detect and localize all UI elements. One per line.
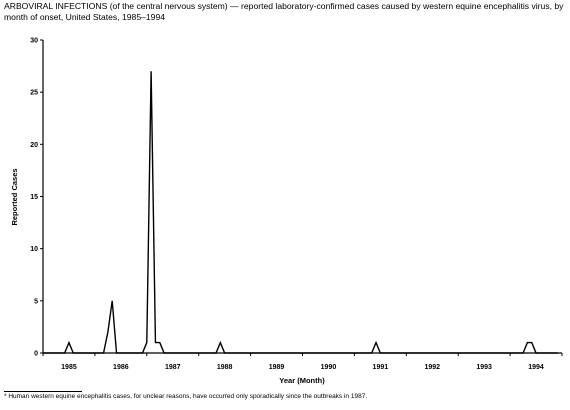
- y-tick-label: 0: [34, 351, 38, 358]
- x-tick-label: 1991: [373, 364, 389, 371]
- x-tick-label: 1988: [217, 364, 233, 371]
- x-tick-label: 1992: [424, 364, 440, 371]
- x-tick-label: 1993: [476, 364, 492, 371]
- x-tick-label: 1990: [321, 364, 337, 371]
- series-line: [43, 71, 558, 354]
- y-axis-title: Reported Cases: [10, 168, 19, 225]
- y-tick-label: 5: [34, 298, 38, 305]
- x-tick-label: 1989: [269, 364, 285, 371]
- y-tick-label: 20: [30, 142, 38, 149]
- x-tick-label: 1986: [113, 364, 129, 371]
- y-tick-label: 25: [30, 90, 38, 97]
- x-axis: 1985 1986 1987 1988 1989 1990 1991 1992 1993 1994: [42, 352, 563, 371]
- chart-title: ARBOVIRAL INFECTIONS (of the central ner…: [4, 1, 564, 22]
- y-tick-label: 30: [30, 38, 38, 45]
- x-tick-label: 1994: [528, 364, 544, 371]
- y-tick-label: 10: [30, 246, 38, 253]
- x-tick-label: 1985: [61, 364, 77, 371]
- x-tick-label: 1987: [165, 364, 181, 371]
- footnote-divider: [4, 391, 82, 392]
- series-layer: [43, 71, 558, 354]
- x-axis-title: Year (Month): [279, 376, 325, 385]
- y-axis: 0 5 10 15 20 25 30: [30, 38, 44, 358]
- footnote: * Human western equine encephalitis case…: [4, 393, 368, 400]
- y-tick-label: 15: [30, 194, 38, 201]
